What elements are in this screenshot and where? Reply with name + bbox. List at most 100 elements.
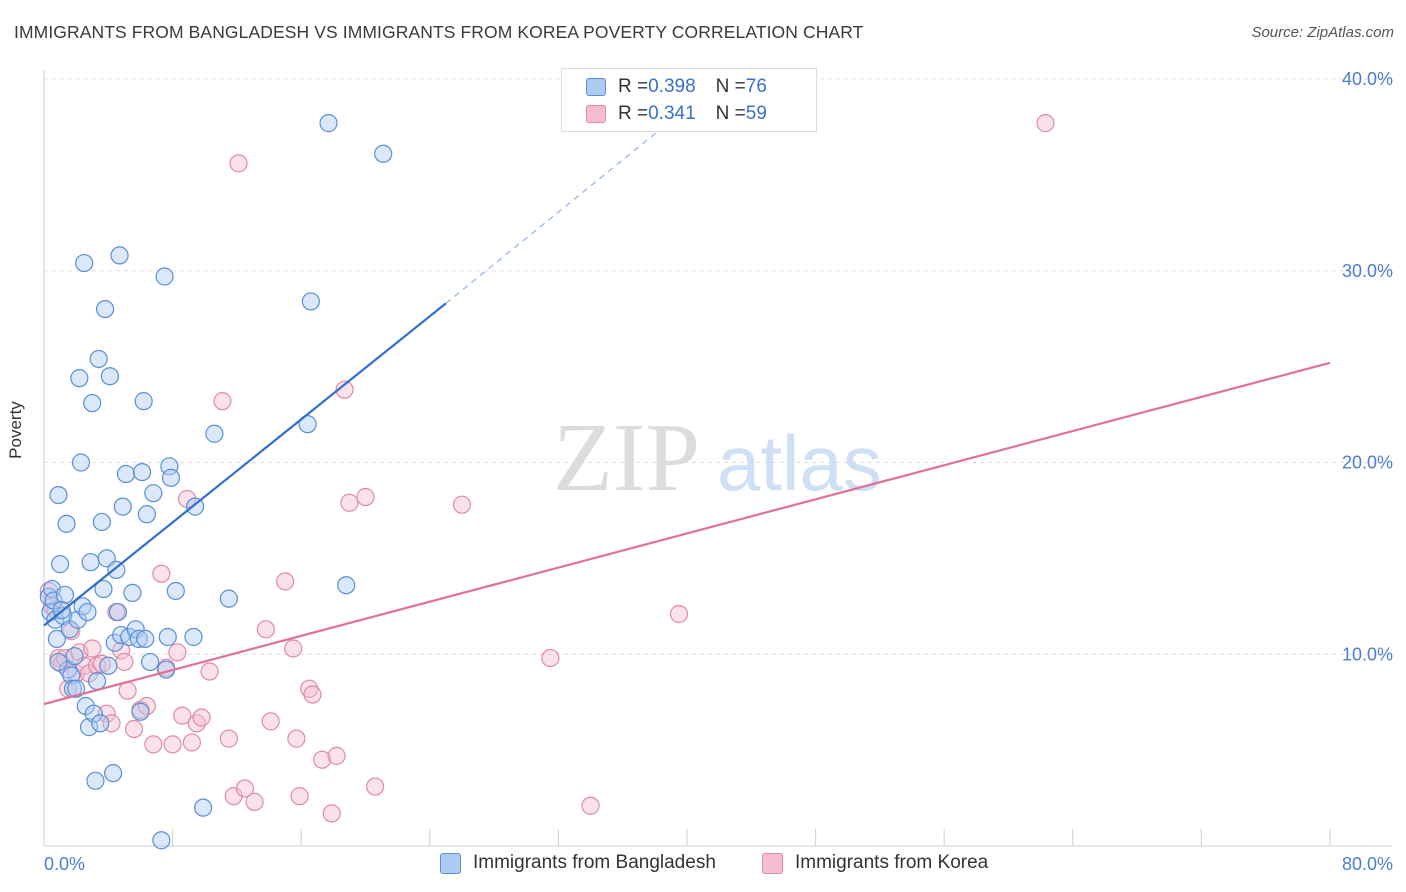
legend-row-bangladesh: R = 0.398 N = 76	[586, 74, 767, 100]
bangladesh-point	[140, 652, 160, 672]
bangladesh-trend-extension	[445, 107, 688, 304]
bangladesh-point	[137, 505, 156, 524]
korea-point	[303, 685, 322, 704]
korea-point	[581, 796, 600, 815]
r-label: R =	[618, 103, 649, 124]
korea-point	[276, 572, 295, 591]
correlation-legend: R = 0.398 N = 76 R = 0.341 N = 59	[561, 68, 817, 132]
bangladesh-point	[184, 627, 203, 647]
bangladesh-point	[95, 300, 115, 319]
korea-point	[366, 777, 385, 796]
korea-point	[284, 639, 303, 658]
korea-point	[229, 154, 248, 173]
bangladesh-point	[319, 114, 338, 133]
korea-point	[541, 648, 560, 668]
korea-point	[187, 714, 206, 733]
r-value: 0.341	[648, 103, 696, 124]
bangladesh-point	[49, 652, 68, 672]
r-value: 0.398	[648, 76, 696, 97]
watermark: ZIP atlas	[553, 404, 882, 512]
korea-point	[235, 779, 255, 798]
watermark-atlas: atlas	[717, 419, 882, 507]
n-label: N =	[715, 103, 746, 124]
bangladesh-point	[78, 602, 97, 622]
y-tick-label: 10.0%	[1342, 644, 1393, 664]
korea-point	[300, 679, 319, 698]
korea-point	[340, 493, 359, 512]
n-value: 76	[745, 76, 767, 97]
bangladesh-swatch	[440, 852, 461, 874]
bangladesh-point	[71, 453, 91, 472]
korea-point	[83, 639, 102, 658]
bangladesh-point	[91, 714, 110, 733]
series-legend: Immigrants from Bangladesh Immigrants fr…	[0, 850, 1406, 880]
bangladesh-point	[107, 560, 126, 579]
korea-point	[124, 719, 144, 739]
bangladesh-point	[116, 464, 136, 484]
bangladesh-point	[68, 610, 87, 629]
bangladesh-point	[100, 367, 120, 386]
korea-point	[115, 652, 134, 672]
korea-point	[356, 487, 375, 507]
legend-item-korea[interactable]: Immigrants from Korea	[762, 852, 988, 874]
bangladesh-point	[123, 583, 142, 602]
bangladesh-point	[219, 589, 238, 608]
bangladesh-point	[160, 457, 179, 476]
korea-point	[312, 750, 332, 769]
bangladesh-point	[144, 484, 163, 503]
korea-point	[669, 604, 689, 624]
bangladesh-trend-line	[43, 302, 447, 627]
korea-point	[213, 392, 232, 411]
x-tick-label: 0.0%	[44, 854, 85, 874]
bangladesh-point	[92, 512, 111, 532]
axes	[43, 70, 1392, 847]
bangladesh-point	[129, 629, 148, 649]
korea-point	[287, 729, 306, 748]
n-value: 59	[745, 103, 767, 124]
korea-point	[163, 735, 182, 754]
korea-point	[168, 643, 187, 662]
korea-point	[335, 380, 354, 399]
bangladesh-point	[73, 597, 92, 616]
bangladesh-point	[136, 629, 155, 649]
y-tick-label: 20.0%	[1342, 453, 1393, 473]
korea-point	[452, 495, 472, 514]
bangladesh-point	[62, 666, 81, 685]
bangladesh-point	[113, 497, 132, 516]
bangladesh-point	[126, 620, 145, 639]
bangladesh-point	[152, 831, 171, 850]
korea-point	[200, 662, 219, 681]
korea-point	[118, 681, 137, 700]
korea-swatch	[762, 852, 783, 874]
bangladesh-point	[131, 702, 150, 721]
chart-title: IMMIGRANTS FROM BANGLADESH VS IMMIGRANTS…	[14, 22, 864, 42]
bangladesh-point	[194, 798, 213, 817]
bangladesh-point	[155, 267, 174, 286]
korea-point	[245, 792, 264, 811]
korea-point	[1036, 114, 1055, 133]
bangladesh-point	[65, 647, 84, 666]
legend-item-bangladesh[interactable]: Immigrants from Bangladesh	[440, 852, 716, 874]
bangladesh-point	[104, 764, 123, 783]
bangladesh-point	[70, 369, 89, 388]
korea-trend-line	[43, 361, 1331, 706]
bangladesh-point	[87, 671, 107, 691]
bangladesh-point	[57, 514, 76, 533]
legend-label-bangladesh: Immigrants from Bangladesh	[473, 852, 716, 873]
bangladesh-point	[158, 627, 177, 647]
korea-point	[173, 706, 192, 725]
bangladesh-point	[47, 629, 66, 649]
korea-point	[92, 654, 111, 673]
grid-lines	[44, 78, 1392, 655]
bangladesh-point	[67, 679, 86, 698]
bangladesh-point	[298, 415, 317, 434]
korea-point	[290, 787, 309, 806]
bangladesh-point	[337, 576, 356, 595]
korea-point	[182, 733, 201, 752]
bangladesh-point	[79, 718, 99, 737]
bangladesh-point	[374, 144, 393, 163]
bangladesh-point	[84, 704, 103, 723]
y-tick-label: 30.0%	[1342, 261, 1393, 281]
korea-point	[144, 735, 163, 754]
x-tick-label: 80.0%	[1342, 854, 1393, 874]
